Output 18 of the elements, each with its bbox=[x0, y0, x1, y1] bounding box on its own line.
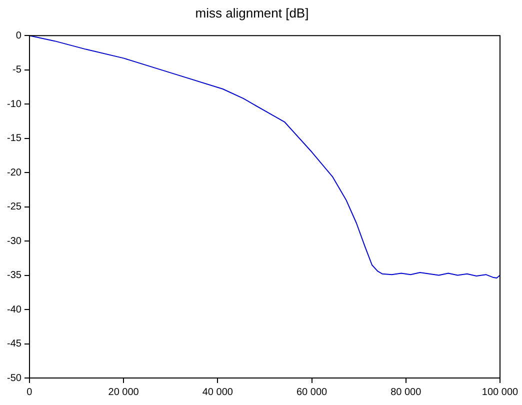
x-tick-label: 0 bbox=[26, 386, 33, 398]
chart-title: miss alignment [dB] bbox=[195, 5, 309, 20]
y-tick-label: -40 bbox=[7, 304, 22, 316]
y-tick-label: -20 bbox=[7, 167, 22, 178]
y-tick-label: -30 bbox=[7, 236, 22, 247]
y-tick-label: -10 bbox=[7, 98, 22, 110]
y-tick-label: -35 bbox=[7, 270, 22, 282]
x-tick-label: 60 000 bbox=[296, 386, 328, 398]
x-tick-label: 80 000 bbox=[390, 386, 422, 398]
y-tick-label: -50 bbox=[7, 372, 22, 384]
y-tick-label: -45 bbox=[7, 338, 22, 350]
y-tick-label: -25 bbox=[7, 202, 22, 213]
x-tick-label: 20 000 bbox=[108, 386, 140, 398]
y-tick-label: -5 bbox=[12, 64, 22, 76]
x-tick-label: 100 000 bbox=[482, 386, 519, 398]
y-tick-label: 0 bbox=[16, 30, 22, 42]
y-tick-label: -15 bbox=[7, 133, 22, 144]
x-tick-label: 40 000 bbox=[202, 386, 234, 398]
